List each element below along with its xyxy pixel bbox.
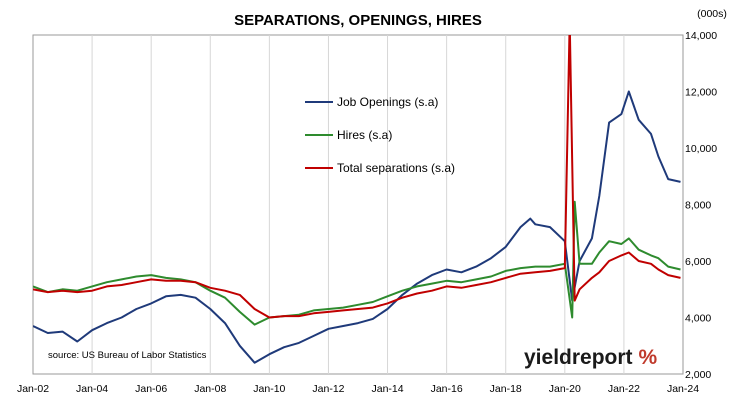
x-tick-label: Jan-06 — [135, 383, 167, 395]
x-tick-label: Jan-04 — [76, 383, 108, 395]
source-note: source: US Bureau of Labor Statistics — [48, 350, 207, 361]
legend-label-job-openings-s-a: Job Openings (s.a) — [337, 95, 438, 109]
x-tick-label: Jan-16 — [431, 383, 463, 395]
yieldreport-logo: yieldreport% — [524, 346, 658, 369]
x-tick-label: Jan-22 — [608, 383, 640, 395]
y-tick-label: 2,000 — [685, 369, 711, 381]
x-tick-label: Jan-10 — [253, 383, 285, 395]
legend-label-total-separations-s-a: Total separations (s.a) — [337, 161, 455, 175]
x-tick-label: Jan-20 — [549, 383, 581, 395]
x-tick-label: Jan-08 — [194, 383, 226, 395]
x-tick-label: Jan-14 — [371, 383, 403, 395]
svg-text:yieldreport%: yieldreport% — [524, 346, 658, 369]
series-line-job-openings-s-a — [33, 90, 681, 364]
x-tick-label: Jan-12 — [312, 383, 344, 395]
y-tick-label: 4,000 — [685, 313, 711, 325]
series-line-total-separations-s-a — [33, 35, 681, 319]
y-tick-label: 14,000 — [685, 30, 717, 42]
series-line-hires-s-a — [33, 200, 681, 326]
chart-title: SEPARATIONS, OPENINGS, HIRES — [234, 12, 482, 29]
y-tick-label: 6,000 — [685, 256, 711, 268]
x-tick-label: Jan-24 — [667, 383, 699, 395]
legend-label-hires-s-a: Hires (s.a) — [337, 128, 392, 142]
x-tick-label: Jan-18 — [490, 383, 522, 395]
y-tick-label: 8,000 — [685, 200, 711, 212]
x-tick-label: Jan-02 — [17, 383, 49, 395]
y-tick-label: 12,000 — [685, 87, 717, 99]
plot-area — [32, 34, 684, 375]
y-tick-label: 10,000 — [685, 143, 717, 155]
y-axis-unit-label: (000s) — [697, 8, 727, 20]
